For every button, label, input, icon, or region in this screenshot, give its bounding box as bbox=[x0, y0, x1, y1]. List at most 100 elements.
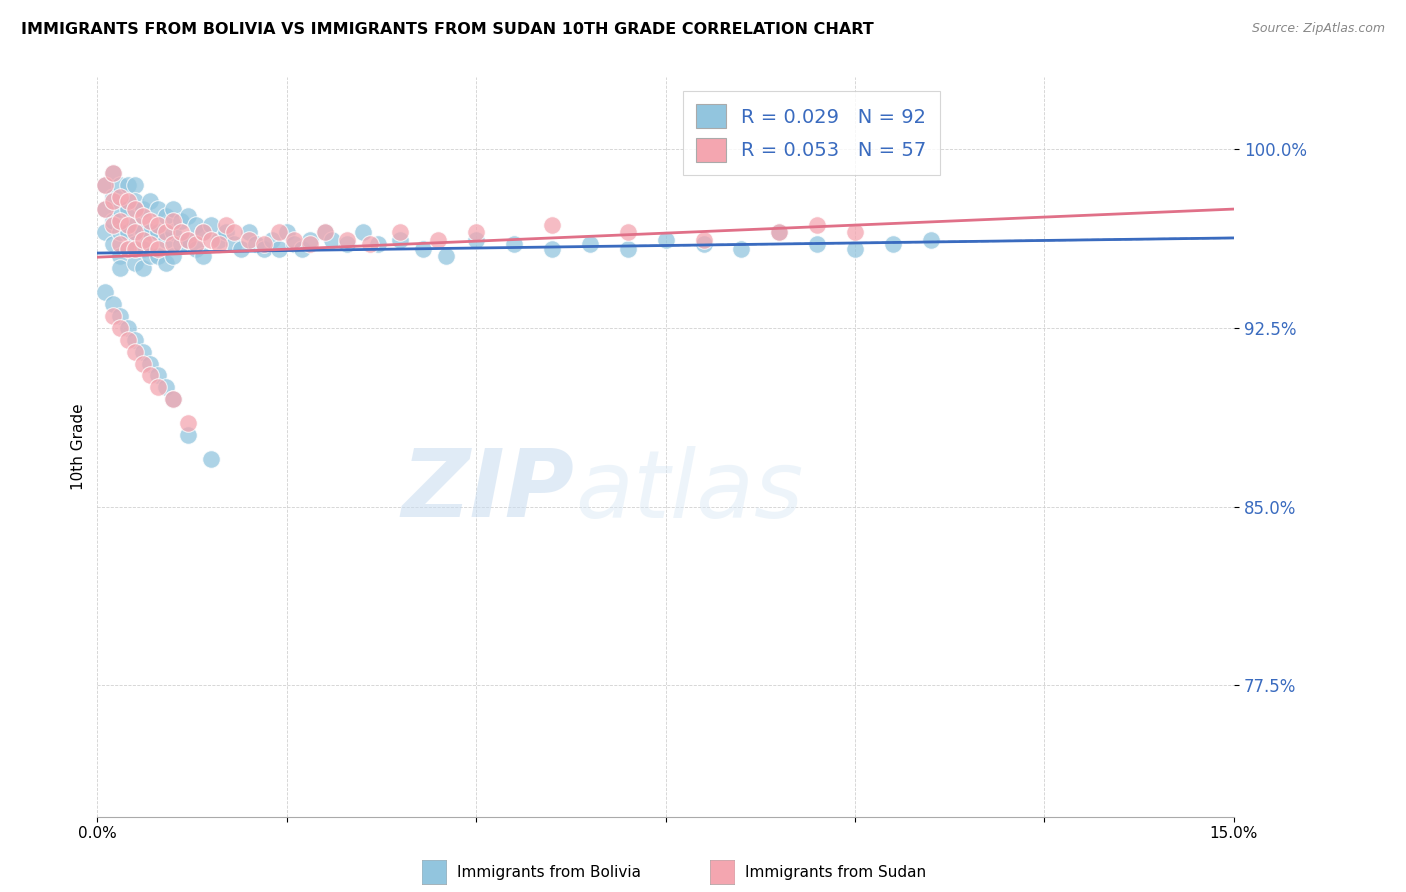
Point bbox=[215, 219, 238, 233]
Point bbox=[94, 202, 117, 216]
Point bbox=[108, 178, 131, 192]
Point bbox=[146, 249, 169, 263]
Point bbox=[132, 344, 155, 359]
Point bbox=[132, 357, 155, 371]
Point bbox=[139, 213, 162, 227]
Point bbox=[108, 213, 131, 227]
Point bbox=[465, 226, 488, 240]
Point bbox=[367, 237, 389, 252]
Point bbox=[101, 297, 124, 311]
Point bbox=[359, 237, 381, 252]
Point bbox=[162, 392, 184, 407]
Point bbox=[200, 452, 222, 467]
Point bbox=[283, 237, 305, 252]
Point bbox=[231, 242, 253, 256]
Point bbox=[806, 237, 828, 252]
Point bbox=[245, 237, 267, 252]
Point bbox=[314, 226, 336, 240]
Point bbox=[162, 237, 184, 252]
Point bbox=[200, 233, 222, 247]
Point bbox=[193, 226, 215, 240]
Point bbox=[101, 189, 124, 203]
Point bbox=[124, 333, 146, 347]
Text: Source: ZipAtlas.com: Source: ZipAtlas.com bbox=[1251, 22, 1385, 36]
Point bbox=[146, 219, 169, 233]
Point bbox=[124, 237, 146, 252]
Point bbox=[768, 226, 790, 240]
Point bbox=[101, 309, 124, 323]
Point bbox=[616, 242, 638, 256]
Point bbox=[101, 166, 124, 180]
Point bbox=[139, 226, 162, 240]
Point bbox=[117, 333, 139, 347]
Point bbox=[117, 242, 139, 256]
Point bbox=[260, 233, 283, 247]
Point bbox=[579, 237, 602, 252]
Point bbox=[101, 237, 124, 252]
Point bbox=[124, 178, 146, 192]
Point bbox=[193, 249, 215, 263]
Point bbox=[222, 237, 245, 252]
Point bbox=[162, 226, 184, 240]
Point bbox=[298, 237, 321, 252]
Point bbox=[298, 233, 321, 247]
Point bbox=[692, 233, 714, 247]
Point bbox=[108, 226, 131, 240]
Point bbox=[238, 233, 260, 247]
Point bbox=[94, 178, 117, 192]
Point bbox=[882, 237, 904, 252]
Point bbox=[170, 226, 193, 240]
Point bbox=[170, 237, 193, 252]
Point bbox=[124, 226, 146, 240]
Point bbox=[692, 237, 714, 252]
Y-axis label: 10th Grade: 10th Grade bbox=[72, 404, 86, 491]
Point bbox=[132, 233, 155, 247]
Point bbox=[117, 202, 139, 216]
Point bbox=[146, 242, 169, 256]
Point bbox=[768, 226, 790, 240]
Point bbox=[184, 237, 207, 252]
FancyBboxPatch shape bbox=[710, 860, 735, 885]
Point bbox=[108, 309, 131, 323]
Point bbox=[389, 226, 412, 240]
Point bbox=[253, 237, 276, 252]
Point bbox=[124, 256, 146, 270]
Point bbox=[124, 242, 146, 256]
Point bbox=[427, 233, 450, 247]
Text: IMMIGRANTS FROM BOLIVIA VS IMMIGRANTS FROM SUDAN 10TH GRADE CORRELATION CHART: IMMIGRANTS FROM BOLIVIA VS IMMIGRANTS FR… bbox=[21, 22, 875, 37]
Point bbox=[124, 344, 146, 359]
Point bbox=[844, 226, 866, 240]
Point bbox=[124, 202, 146, 216]
Point bbox=[207, 233, 229, 247]
Point bbox=[389, 233, 412, 247]
Point bbox=[139, 194, 162, 209]
Point bbox=[844, 242, 866, 256]
Point bbox=[94, 285, 117, 299]
Point bbox=[253, 242, 276, 256]
Point bbox=[920, 233, 942, 247]
Point bbox=[283, 233, 305, 247]
Point bbox=[336, 237, 359, 252]
Point bbox=[117, 320, 139, 334]
Point bbox=[654, 233, 676, 247]
FancyBboxPatch shape bbox=[422, 860, 447, 885]
Point bbox=[465, 233, 488, 247]
Point bbox=[177, 416, 200, 430]
Point bbox=[132, 261, 155, 276]
Text: Immigrants from Sudan: Immigrants from Sudan bbox=[745, 865, 927, 880]
Point bbox=[117, 219, 139, 233]
Point bbox=[184, 219, 207, 233]
Point bbox=[503, 237, 526, 252]
Point bbox=[177, 233, 200, 247]
Point bbox=[177, 428, 200, 442]
Point bbox=[101, 213, 124, 227]
Point bbox=[108, 320, 131, 334]
Point bbox=[238, 226, 260, 240]
Point bbox=[162, 213, 184, 227]
Point bbox=[101, 219, 124, 233]
Point bbox=[124, 194, 146, 209]
Point bbox=[170, 213, 193, 227]
Point bbox=[124, 219, 146, 233]
Point bbox=[193, 226, 215, 240]
Point bbox=[108, 261, 131, 276]
